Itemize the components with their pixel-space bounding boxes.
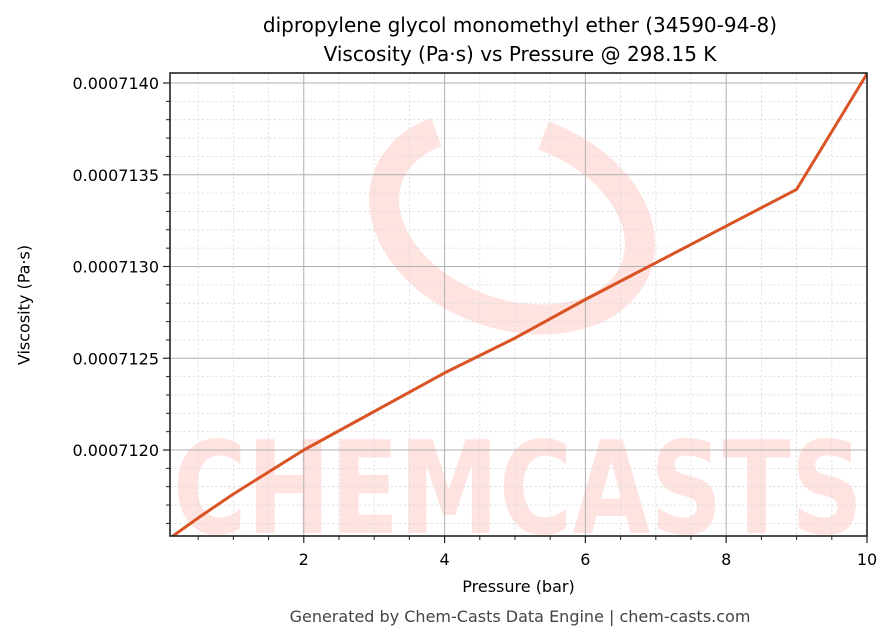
watermark: CHEMCASTS — [173, 109, 863, 564]
chart-title-line1: dipropylene glycol monomethyl ether (345… — [262, 13, 778, 37]
y-tick-label: 0.0007120 — [72, 441, 159, 460]
x-tick-label: 4 — [439, 550, 449, 569]
watermark-logo-ring — [369, 109, 655, 335]
x-axis-label: Pressure (bar) — [462, 577, 575, 596]
y-tick-label: 0.0007135 — [72, 166, 159, 185]
x-tick-label: 2 — [299, 550, 309, 569]
footer-credit: Generated by Chem-Casts Data Engine | ch… — [289, 607, 751, 626]
plot-frame — [169, 72, 868, 537]
y-tick-label: 0.0007125 — [72, 349, 159, 368]
data-line-viscosity — [170, 73, 867, 536]
x-tick-label: 10 — [857, 550, 877, 569]
y-tick-label: 0.0007140 — [72, 74, 159, 93]
y-axis-label: Viscosity (Pa·s) — [14, 244, 34, 366]
watermark-text: CHEMCASTS — [173, 415, 863, 564]
y-tick-label: 0.0007130 — [72, 258, 159, 277]
x-tick-label: 6 — [580, 550, 590, 569]
chart-title-line2: Viscosity (Pa·s) vs Pressure @ 298.15 K — [323, 42, 717, 66]
x-tick-label: 8 — [721, 550, 731, 569]
